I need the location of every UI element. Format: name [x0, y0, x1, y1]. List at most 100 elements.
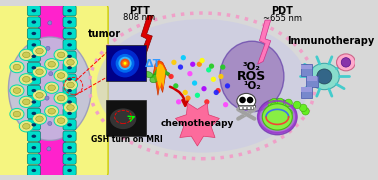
Ellipse shape — [67, 55, 72, 58]
Ellipse shape — [257, 99, 297, 135]
Ellipse shape — [19, 96, 33, 107]
FancyBboxPatch shape — [63, 97, 76, 107]
FancyBboxPatch shape — [63, 28, 76, 39]
Circle shape — [192, 80, 197, 86]
Polygon shape — [156, 63, 166, 90]
Ellipse shape — [57, 95, 65, 101]
Circle shape — [195, 93, 200, 98]
FancyBboxPatch shape — [27, 108, 40, 119]
Polygon shape — [138, 15, 153, 60]
FancyBboxPatch shape — [307, 76, 317, 81]
Ellipse shape — [67, 43, 72, 47]
FancyBboxPatch shape — [301, 64, 312, 76]
FancyBboxPatch shape — [307, 76, 318, 87]
Ellipse shape — [13, 88, 21, 93]
Ellipse shape — [57, 118, 65, 123]
Circle shape — [46, 46, 50, 50]
Text: PTT: PTT — [129, 6, 150, 16]
Bar — [238, 105, 255, 109]
Bar — [251, 106, 253, 109]
Polygon shape — [153, 60, 166, 95]
Ellipse shape — [31, 135, 36, 138]
Text: tumor: tumor — [87, 29, 121, 39]
Ellipse shape — [36, 116, 43, 122]
FancyBboxPatch shape — [63, 63, 76, 73]
Ellipse shape — [23, 52, 30, 58]
FancyBboxPatch shape — [301, 65, 311, 69]
Circle shape — [45, 96, 49, 100]
FancyBboxPatch shape — [63, 74, 76, 84]
Ellipse shape — [67, 60, 74, 65]
Ellipse shape — [57, 52, 65, 58]
Circle shape — [209, 64, 214, 69]
Circle shape — [48, 21, 52, 25]
Circle shape — [48, 121, 52, 125]
Ellipse shape — [67, 169, 72, 172]
Circle shape — [178, 64, 183, 70]
FancyBboxPatch shape — [27, 165, 40, 176]
Ellipse shape — [64, 79, 77, 91]
Ellipse shape — [33, 90, 46, 101]
Ellipse shape — [110, 108, 136, 129]
Ellipse shape — [31, 146, 36, 149]
Circle shape — [185, 95, 191, 101]
Ellipse shape — [54, 49, 68, 60]
Ellipse shape — [150, 74, 160, 83]
FancyBboxPatch shape — [27, 40, 40, 50]
Ellipse shape — [19, 121, 33, 132]
Ellipse shape — [67, 66, 72, 69]
Ellipse shape — [31, 158, 36, 161]
Circle shape — [169, 74, 174, 79]
Circle shape — [200, 58, 205, 63]
Ellipse shape — [64, 57, 77, 68]
Circle shape — [214, 90, 219, 95]
Circle shape — [206, 67, 211, 73]
Circle shape — [118, 57, 132, 70]
Polygon shape — [175, 103, 219, 146]
Circle shape — [201, 86, 207, 91]
Ellipse shape — [48, 61, 56, 67]
FancyBboxPatch shape — [301, 87, 312, 98]
FancyBboxPatch shape — [27, 120, 40, 130]
Circle shape — [171, 60, 177, 65]
Ellipse shape — [31, 89, 36, 92]
Ellipse shape — [67, 21, 72, 24]
Ellipse shape — [67, 158, 72, 161]
Ellipse shape — [33, 46, 46, 57]
Ellipse shape — [19, 49, 33, 60]
Ellipse shape — [64, 102, 77, 113]
Circle shape — [187, 71, 192, 76]
FancyBboxPatch shape — [63, 40, 76, 50]
FancyBboxPatch shape — [27, 131, 40, 141]
Ellipse shape — [31, 43, 36, 47]
Circle shape — [116, 54, 135, 73]
Ellipse shape — [10, 108, 24, 120]
Ellipse shape — [31, 55, 36, 58]
Circle shape — [183, 90, 188, 95]
Circle shape — [47, 147, 51, 151]
FancyBboxPatch shape — [63, 17, 76, 27]
Bar — [239, 106, 242, 109]
FancyBboxPatch shape — [63, 143, 76, 153]
Ellipse shape — [237, 93, 256, 108]
Ellipse shape — [13, 64, 21, 70]
Ellipse shape — [33, 66, 46, 77]
Ellipse shape — [67, 9, 72, 12]
FancyBboxPatch shape — [0, 3, 108, 178]
Ellipse shape — [23, 123, 30, 129]
FancyBboxPatch shape — [27, 28, 40, 39]
Ellipse shape — [48, 85, 56, 91]
Circle shape — [211, 77, 216, 82]
Ellipse shape — [67, 135, 72, 138]
FancyBboxPatch shape — [27, 51, 40, 62]
Circle shape — [247, 97, 253, 103]
Ellipse shape — [31, 32, 36, 35]
Circle shape — [122, 60, 128, 66]
Ellipse shape — [96, 19, 308, 153]
FancyBboxPatch shape — [27, 143, 40, 153]
Circle shape — [341, 58, 351, 67]
Text: Immunotherapy: Immunotherapy — [287, 36, 375, 46]
Bar — [247, 106, 249, 109]
Circle shape — [49, 72, 53, 76]
Circle shape — [215, 88, 221, 93]
